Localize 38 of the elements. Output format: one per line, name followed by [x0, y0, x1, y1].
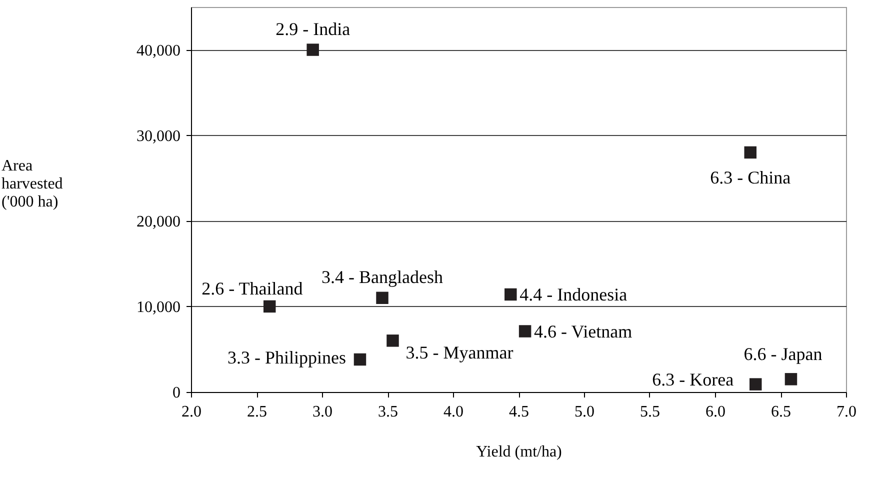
point — [504, 288, 517, 301]
annotation: 4.6 - Vietnam — [534, 321, 632, 342]
x-tick-label: 2.0 — [182, 404, 202, 420]
y-tick-label: 40,000 — [136, 42, 180, 60]
annotation: 6.3 - China — [710, 167, 791, 188]
x-tick-label: 6.5 — [771, 404, 791, 420]
annotation: 4.4 - Indonesia — [520, 284, 628, 304]
x-tick-label: 3.5 — [378, 404, 398, 420]
annotation: 2.6 - Thailand — [202, 278, 303, 298]
annotation: 6.3 - Korea — [652, 369, 734, 390]
x-tick-label: 2.5 — [247, 404, 267, 420]
x-tick-label: 6.0 — [706, 404, 726, 420]
point — [784, 373, 798, 386]
y-tick-label: 10,000 — [136, 298, 180, 316]
point — [263, 300, 276, 313]
x-tick-label: 5.5 — [640, 404, 660, 420]
x-axis-title: Yield (mt/ha) — [476, 444, 562, 460]
x-tick-label: 7.0 — [836, 404, 856, 420]
x-tick-label: 3.0 — [312, 404, 332, 420]
point — [744, 146, 756, 159]
point — [376, 292, 388, 304]
x-tick-label: 4.0 — [444, 404, 464, 420]
y-tick-label: 0 — [172, 384, 180, 402]
point — [518, 325, 532, 338]
point — [386, 334, 399, 347]
point — [306, 44, 319, 56]
point — [749, 378, 762, 390]
point — [354, 353, 366, 366]
annotation: 3.4 - Bangladesh — [322, 266, 443, 287]
y-axis-title: Area harvested ('000 ha) — [2, 158, 63, 210]
x-tick-label: 5.0 — [574, 404, 594, 420]
y-tick-label: 20,000 — [136, 213, 180, 230]
annotation: 6.6 - Japan — [744, 344, 822, 364]
x-tick-label: 4.5 — [509, 404, 529, 420]
annotation: 2.9 - India — [276, 18, 350, 39]
annotation: 3.3 - Philippines — [227, 347, 346, 368]
y-tick-label: 30,000 — [136, 128, 180, 145]
annotation: 3.5 - Myanmar — [406, 342, 514, 363]
